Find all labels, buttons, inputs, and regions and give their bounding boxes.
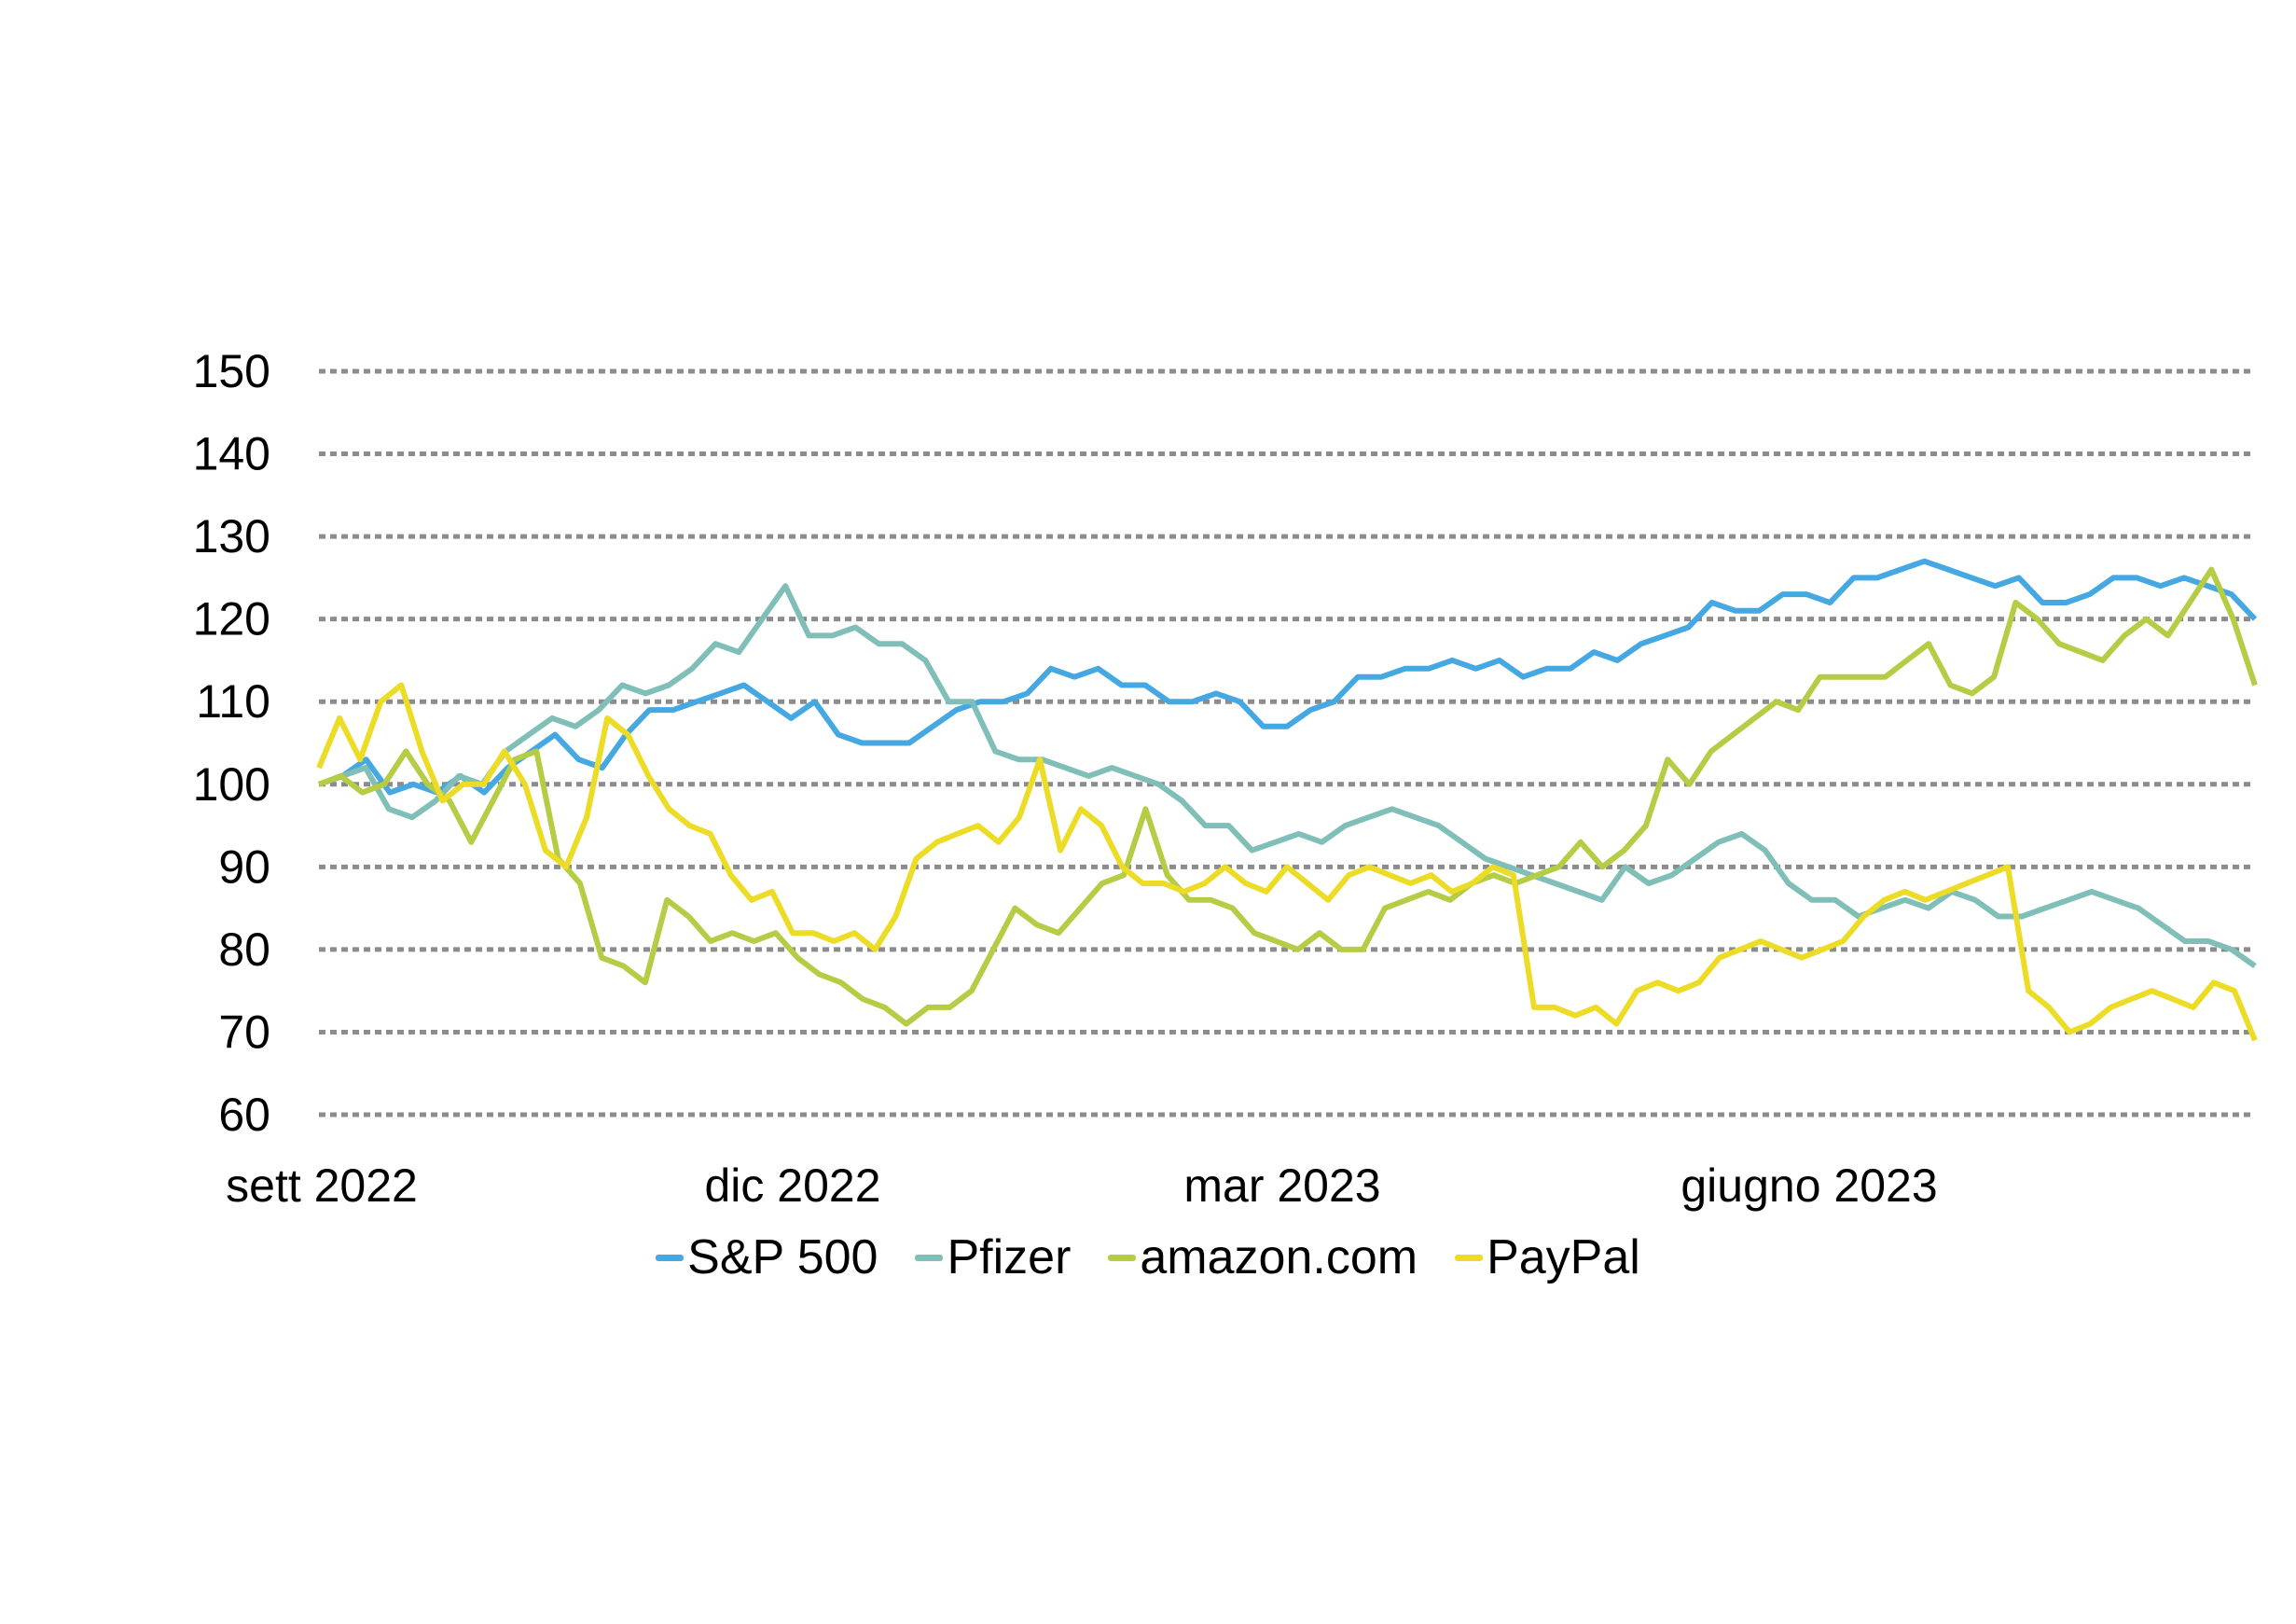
legend-label-paypal: PayPal — [1487, 1230, 1640, 1284]
x-tick-label: dic 2022 — [704, 1159, 880, 1212]
y-tick-label: 120 — [193, 593, 270, 645]
series-lines — [316, 558, 2258, 1042]
legend-swatch-paypal — [1455, 1254, 1484, 1261]
x-tick-label: mar 2023 — [1183, 1159, 1380, 1212]
y-tick-label: 90 — [218, 840, 270, 893]
legend-item-paypal: PayPal — [1455, 1229, 1640, 1285]
legend-swatch-sp500 — [656, 1254, 685, 1261]
legend-item-sp500: S&P 500 — [656, 1229, 878, 1285]
series-line-s-p-500 — [318, 558, 2258, 796]
legend: S&P 500 Pfizer amazon.com PayPal — [0, 1229, 2296, 1285]
y-tick-label: 100 — [193, 758, 270, 811]
x-axis-ticks: sett 2022 dic 2022 mar 2023 giugno 2023 — [226, 1159, 1938, 1212]
grid-lines — [319, 368, 2255, 1117]
x-tick-label: sett 2022 — [226, 1159, 418, 1212]
series-line-amazon-com — [317, 566, 2258, 1027]
y-tick-label: 140 — [193, 428, 270, 480]
legend-item-pfizer: Pfizer — [915, 1229, 1071, 1285]
legend-swatch-pfizer — [915, 1254, 944, 1261]
y-tick-label: 150 — [193, 345, 270, 397]
x-tick-label: giugno 2023 — [1681, 1159, 1937, 1212]
legend-swatch-amazon — [1108, 1254, 1137, 1261]
y-tick-label: 60 — [218, 1089, 270, 1141]
y-tick-label: 70 — [218, 1006, 270, 1058]
series-line-paypal — [316, 682, 2258, 1042]
y-tick-label: 80 — [218, 923, 270, 976]
series-line-pfizer — [317, 583, 2257, 969]
y-tick-label: 130 — [193, 510, 270, 562]
legend-label-amazon: amazon.com — [1140, 1230, 1418, 1284]
legend-label-sp500: S&P 500 — [687, 1230, 878, 1284]
y-axis-ticks: 60 70 80 90 100 110 120 130 140 150 — [193, 345, 270, 1141]
legend-label-pfizer: Pfizer — [947, 1230, 1072, 1284]
y-tick-label: 110 — [196, 675, 270, 728]
legend-item-amazon: amazon.com — [1108, 1229, 1418, 1285]
